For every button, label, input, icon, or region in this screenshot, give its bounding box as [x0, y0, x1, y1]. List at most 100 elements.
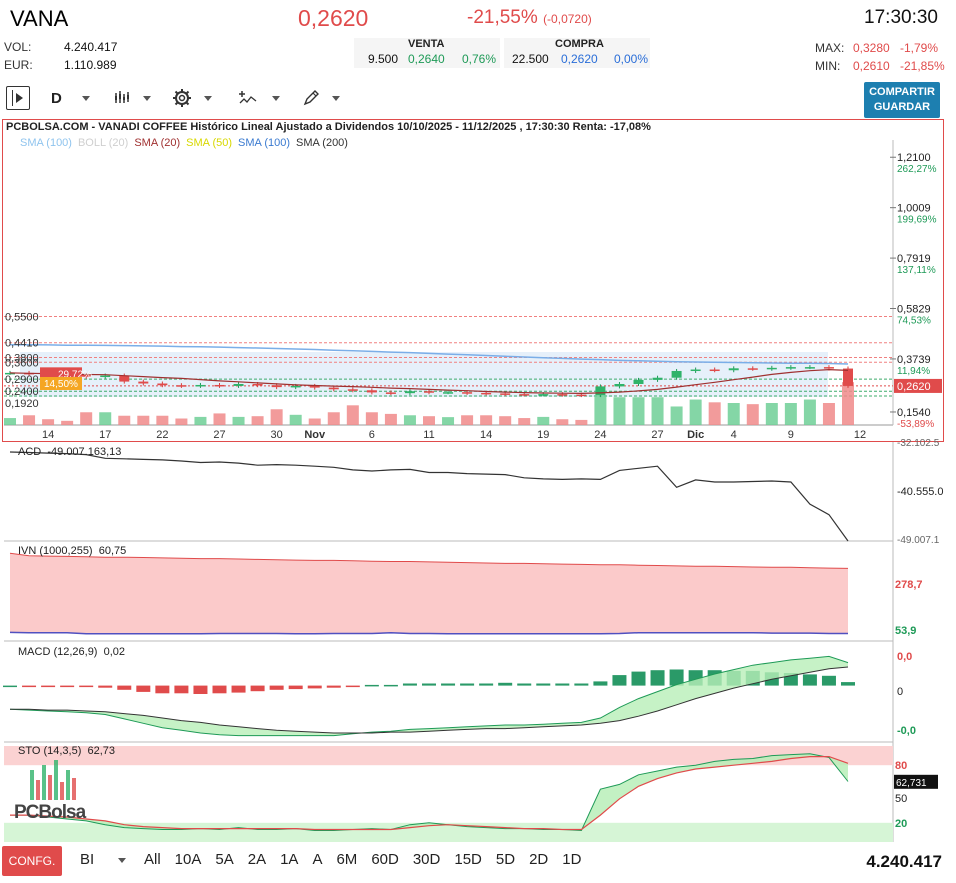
period-5a[interactable]: 5A: [215, 851, 234, 868]
period-6m[interactable]: 6M: [336, 851, 358, 868]
sto-fill: [10, 753, 848, 831]
volume-bar: [613, 397, 626, 425]
period-2d[interactable]: 2D: [529, 851, 549, 868]
period-2a[interactable]: 2A: [247, 851, 267, 868]
chevron-down-icon: [332, 95, 340, 101]
last-price: 0,2620: [298, 5, 369, 31]
buy-price: 0,2620: [561, 52, 598, 66]
period-1d[interactable]: 1D: [562, 851, 582, 868]
chevron-down-icon: [272, 95, 280, 101]
macd-histogram-bar: [155, 685, 170, 694]
macd-line: [9, 655, 849, 737]
config-button[interactable]: CONFG.: [2, 846, 62, 876]
volume-bar: [461, 415, 474, 425]
candle-body: [443, 392, 454, 394]
macd-histogram-bar: [669, 669, 684, 686]
panel-toggle-icon[interactable]: [6, 86, 30, 110]
right-pct-label: 199,69%: [897, 215, 937, 226]
x-axis-label: Nov: [304, 429, 326, 441]
candle-body: [747, 368, 758, 370]
quote-time: 17:30:30: [864, 7, 938, 28]
max-label: MAX:: [815, 41, 845, 55]
candle-body: [138, 381, 149, 384]
sto-axis-50: 50: [895, 793, 907, 805]
save-label: GUARDAR: [873, 101, 931, 113]
pencil-icon: [303, 90, 319, 106]
buy-box: [504, 38, 650, 68]
sma100-line: [10, 343, 849, 365]
candle-body: [252, 383, 263, 386]
legend-item: SMA (50): [186, 137, 233, 149]
acd-label: ACD: [18, 446, 42, 458]
right-price-label: 0,7919: [897, 253, 931, 265]
volume-bar: [251, 416, 264, 425]
period-selector: All 10A 5A 2A 1A A 6M 60D 30D 15D 5D 2D 1D: [144, 851, 595, 868]
ivn-lower-line: [9, 631, 848, 635]
macd-legend: MACD (12,26,9) 0,02: [18, 646, 125, 658]
eur-label: EUR:: [4, 58, 33, 72]
volume-bar: [42, 419, 55, 425]
period-1a[interactable]: 1A: [280, 851, 299, 868]
right-price-label: 0,2620: [897, 381, 931, 393]
ivn-axis-top: 278,7: [895, 579, 923, 591]
volume-bar: [194, 416, 207, 425]
right-pct-label: 11,94%: [897, 366, 930, 377]
drawing-tools-selector[interactable]: [302, 86, 340, 110]
acd-axis-bottom: -49.007.1: [897, 535, 940, 546]
period-a[interactable]: A: [312, 851, 323, 868]
macd-histogram-bar: [288, 685, 303, 690]
settings-selector[interactable]: [172, 86, 212, 110]
x-axis-label: 14: [42, 429, 54, 441]
volume-bar: [442, 417, 455, 425]
candle-body: [328, 387, 339, 390]
macd-histogram-bar: [41, 685, 56, 688]
price-change: -21,55% (-0,0720): [467, 7, 592, 29]
candle-body: [100, 375, 111, 378]
volume-bar: [270, 409, 283, 425]
period-all[interactable]: All: [144, 851, 161, 868]
volume-bar: [118, 415, 131, 425]
macd-histogram-bar: [422, 683, 436, 686]
candle-body: [157, 383, 168, 386]
right-pct-label: 262,27%: [897, 164, 937, 175]
candle-body: [481, 392, 492, 395]
price-chart-frame: [2, 119, 944, 442]
sto-oversold-zone: [4, 822, 893, 842]
share-label: COMPARTIR: [869, 86, 935, 98]
period-30d[interactable]: 30D: [412, 851, 441, 868]
volume-bar: [137, 415, 150, 425]
macd-histogram-bar: [841, 682, 855, 686]
volume-bar: [556, 419, 569, 425]
sto-label: STO (14,3,5): [18, 745, 82, 757]
macd-histogram-bar: [802, 674, 817, 686]
mode-selector[interactable]: BI: [80, 851, 127, 868]
sto-axis-badge: 62,731: [896, 778, 927, 789]
candlestick-icon: [115, 91, 129, 103]
macd-histogram-bar: [136, 685, 151, 692]
volume-bar: [403, 415, 416, 425]
pcbolsa-logo: PCBolsa: [14, 802, 86, 823]
share-save-button[interactable]: COMPARTIR GUARDAR: [864, 82, 940, 118]
acd-value: -49.007.163,13: [47, 446, 122, 458]
x-axis-label: 24: [594, 429, 606, 441]
candle-body: [804, 367, 815, 369]
ivn-value: 60,75: [98, 545, 127, 557]
candle-body: [595, 386, 606, 396]
ivn-upper-line: [9, 552, 849, 569]
left-price-label: 0,4410: [5, 338, 39, 350]
period-10a[interactable]: 10A: [174, 851, 202, 868]
macd-histogram-bar: [326, 685, 341, 688]
buy-header: COMPRA: [555, 38, 604, 50]
right-pct-label: 74,53%: [897, 316, 931, 327]
interval-selector[interactable]: D: [51, 86, 90, 110]
chart-type-selector[interactable]: [113, 86, 151, 110]
volume-bar: [746, 404, 759, 425]
x-axis-label: 19: [537, 429, 549, 441]
period-5d[interactable]: 5D: [495, 851, 516, 868]
period-60d[interactable]: 60D: [371, 851, 399, 868]
period-15d[interactable]: 15D: [454, 851, 482, 868]
macd-fill: [10, 656, 848, 736]
volume-bar: [61, 420, 74, 425]
indicators-selector[interactable]: [238, 86, 280, 110]
